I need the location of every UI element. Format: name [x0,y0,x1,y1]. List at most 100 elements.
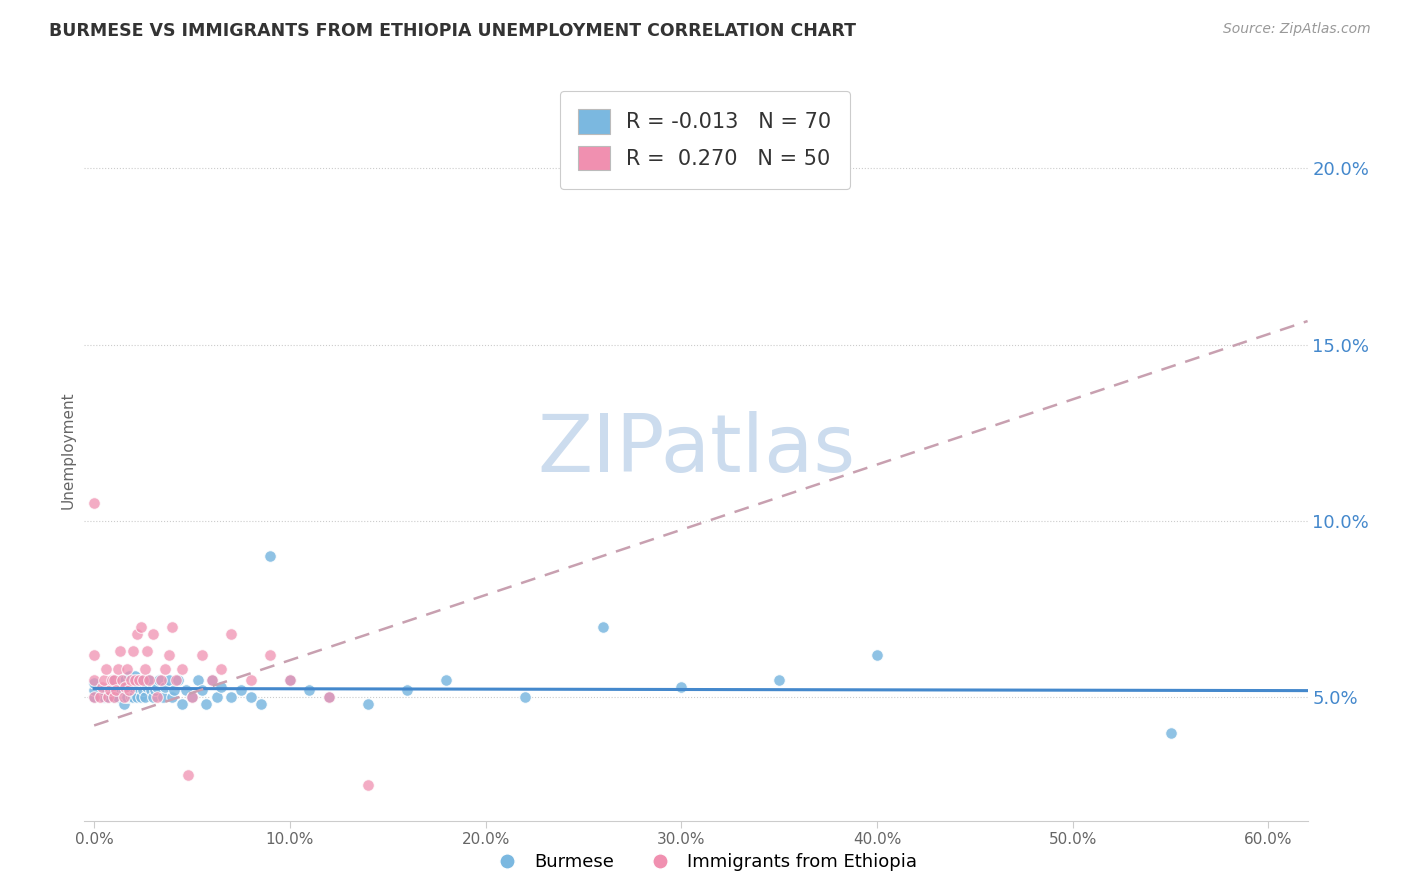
Point [110,673,132,687]
Point [83,683,105,698]
Point [83,690,105,705]
Point [114,673,136,687]
Point [172,698,194,712]
Point [149,673,172,687]
Point [142,627,165,641]
Point [134,690,156,705]
Point [112,698,135,712]
Point [318,690,340,705]
Point [117,690,139,705]
Point [114,680,136,694]
Point [132,673,155,687]
Point [122,680,145,694]
Point [187,673,209,687]
Point [129,690,152,705]
Point [83,683,105,698]
Point [219,627,242,641]
Text: Source: ZipAtlas.com: Source: ZipAtlas.com [1223,22,1371,37]
Point [91,680,114,694]
Point [181,690,204,705]
Point [162,690,184,705]
Point [191,648,214,662]
Point [396,683,419,698]
Point [83,690,105,705]
Point [132,683,155,698]
Point [112,698,135,712]
Point [108,683,131,698]
Point [229,683,252,698]
Point [239,673,262,687]
Point [104,683,127,698]
Point [124,673,146,687]
Point [153,680,176,694]
Point [209,662,232,676]
Point [124,669,146,683]
Point [132,673,155,687]
Point [117,680,139,694]
Point [127,690,149,705]
Point [98,683,121,698]
Point [118,683,141,698]
Point [671,680,693,694]
Point [136,680,159,694]
Point [157,673,180,687]
Point [219,690,242,705]
Point [97,690,120,705]
Point [278,673,301,687]
Point [177,768,200,782]
Point [117,662,139,676]
Point [83,648,105,662]
Point [108,673,131,687]
Point [278,673,301,687]
Point [157,648,180,662]
Point [191,648,214,662]
Point [592,620,614,634]
Point [142,627,165,641]
Point [592,620,614,634]
Point [89,690,111,705]
Point [436,673,458,687]
Point [118,669,141,683]
Point [89,690,111,705]
Point [172,662,194,676]
Point [122,690,145,705]
Point [157,673,180,687]
Point [134,690,156,705]
Point [124,669,146,683]
Point [138,673,160,687]
Point [162,620,184,634]
Point [103,690,125,705]
Point [107,690,129,705]
Point [103,673,125,687]
Point [122,690,145,705]
Point [97,690,120,705]
Point [127,680,149,694]
Point [98,683,121,698]
Point [108,644,131,658]
Point [146,680,169,694]
Point [396,683,419,698]
Point [97,690,120,705]
Point [142,690,165,705]
Point [112,683,135,698]
Point [122,644,145,658]
Point [128,673,150,687]
Point [103,683,125,698]
Point [152,690,174,705]
Point [318,690,340,705]
Point [318,690,340,705]
Point [194,698,217,712]
Point [100,673,122,687]
Point [104,683,127,698]
Point [298,683,321,698]
Point [162,690,184,705]
Point [191,683,214,698]
Point [136,680,159,694]
Point [132,683,155,698]
Point [138,673,160,687]
Point [278,673,301,687]
Point [110,673,132,687]
Point [112,690,135,705]
Point [127,627,149,641]
Point [120,673,142,687]
